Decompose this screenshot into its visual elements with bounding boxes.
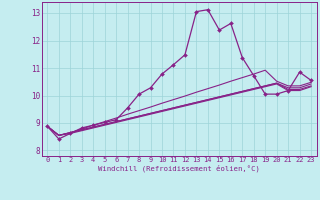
X-axis label: Windchill (Refroidissement éolien,°C): Windchill (Refroidissement éolien,°C) [98,165,260,172]
